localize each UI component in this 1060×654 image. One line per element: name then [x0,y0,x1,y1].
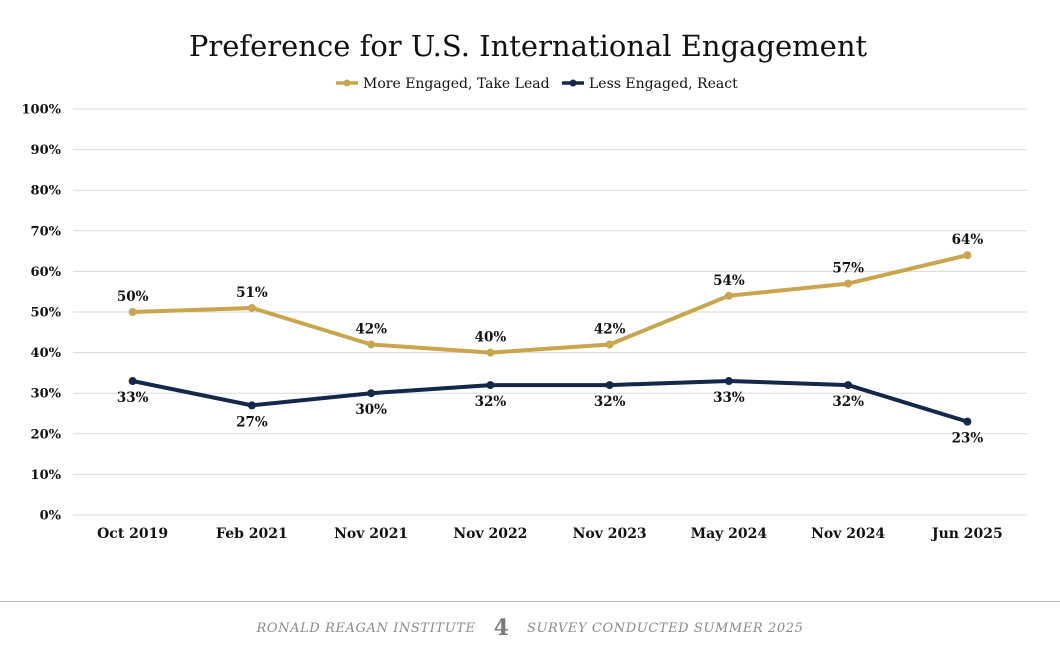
data-label: 27% [236,414,268,430]
data-point [724,377,733,386]
y-tick-label: 100% [22,103,62,118]
data-point [844,381,853,390]
series-line [130,253,970,355]
footer-survey: SURVEY CONDUCTED SUMMER 2025 [526,620,804,636]
x-tick-label: Nov 2024 [811,526,885,542]
data-label: 32% [832,394,864,410]
x-tick-label: Nov 2021 [334,526,408,542]
data-labels: 50% 51% 42% 40% 42% 54% 57% 64% 33% 27% 30% 32% 32% 3… [117,232,984,446]
legend-marker [569,79,577,87]
chart-series [128,251,972,426]
data-label: 54% [713,273,745,289]
y-axis: 0% 10% 20% 30% 40% 50% 60% 70% 80% 90% 100% [22,103,62,524]
y-tick-label: 30% [31,387,62,402]
y-tick-label: 80% [31,184,62,199]
data-point [605,340,614,349]
data-label: 33% [713,390,745,406]
y-tick-label: 70% [31,224,62,239]
x-tick-label: Nov 2022 [453,526,527,542]
y-tick-label: 50% [31,306,62,321]
data-label: 40% [475,330,507,346]
data-point [963,251,972,260]
chart-legend: More Engaged, Take Lead Less Engaged, Rea… [336,76,738,92]
data-point [247,401,256,410]
y-tick-label: 60% [31,265,62,280]
data-label: 32% [594,394,626,410]
y-tick-label: 90% [31,143,62,158]
x-tick-label: Jun 2025 [930,526,1003,542]
data-label: 42% [594,321,626,337]
data-label: 23% [952,431,984,447]
data-point [963,417,972,426]
y-tick-label: 20% [31,427,62,442]
data-point [486,381,495,390]
chart-grid [73,108,1027,516]
x-tick-label: May 2024 [691,526,768,542]
data-label: 32% [475,394,507,410]
data-label: 51% [236,285,268,301]
data-label: 57% [832,261,864,277]
x-tick-label: Feb 2021 [216,526,288,542]
legend-label: Less Engaged, React [589,76,738,92]
data-point [128,308,137,316]
data-point [128,377,137,386]
data-point [247,303,256,312]
data-label: 64% [952,232,984,248]
data-label: 50% [117,289,149,305]
data-point [367,340,376,349]
legend-label: More Engaged, Take Lead [363,76,550,92]
chart-title: Preference for U.S. International Engage… [189,29,868,63]
data-label: 42% [355,321,387,337]
line-chart: Preference for U.S. International Engage… [22,29,1027,542]
data-point [605,381,614,390]
data-label: 30% [355,402,387,418]
y-tick-label: 0% [40,509,62,524]
y-tick-label: 40% [31,346,62,361]
series-line [130,379,970,424]
data-point [367,389,376,398]
x-axis: Oct 2019 Feb 2021 Nov 2021 Nov 2022 Nov 2023… [97,526,1003,542]
x-tick-label: Oct 2019 [97,526,168,542]
x-tick-label: Nov 2023 [573,526,647,542]
y-tick-label: 10% [31,468,62,483]
data-point [486,348,495,357]
page-footer: RONALD REAGAN INSTITUTE 4 SURVEY CONDUCT… [0,601,1060,654]
legend-marker [343,79,351,87]
data-point [724,291,733,300]
data-label: 33% [117,390,149,406]
footer-org: RONALD REAGAN INSTITUTE [256,620,476,636]
data-point [844,279,853,288]
page-number: 4 [493,615,509,641]
